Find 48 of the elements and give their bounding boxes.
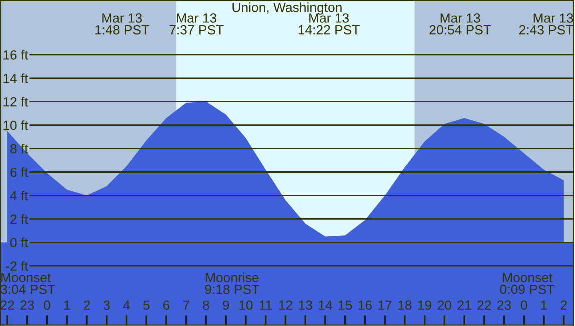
- x-tick-label: 3: [104, 300, 110, 310]
- annotation: Mar 13 7:37 PST: [170, 14, 224, 35]
- x-tick-label: 19: [418, 300, 432, 310]
- x-tick-label: 6: [164, 300, 170, 310]
- x-tick-label: 20: [438, 300, 452, 310]
- annotation: Moonset 3:04 PST: [1, 273, 56, 294]
- x-tick-label: 5: [143, 300, 150, 310]
- x-tick-label: 0: [521, 300, 528, 310]
- x-tick-label: 12: [279, 300, 292, 310]
- x-tick-label: 10: [240, 300, 253, 310]
- y-tick-label: -2 ft: [6, 261, 28, 271]
- y-tick-label: 2 ft: [10, 214, 28, 224]
- y-tick-label: 6 ft: [10, 167, 28, 178]
- x-tick-label: 11: [260, 300, 272, 310]
- y-tick-label: 0 ft: [10, 238, 28, 248]
- x-tick-label: 22: [0, 300, 14, 310]
- annotation: Moonrise 9:18 PST: [205, 272, 260, 294]
- x-tick-label: 2: [84, 300, 90, 310]
- annotation: Mar 13 20:54 PST: [430, 14, 492, 35]
- x-tick-label: 14: [319, 300, 332, 310]
- x-tick-label: 8: [203, 300, 210, 310]
- annotation: Mar 13 2:43 PST: [520, 14, 574, 35]
- y-tick-label: 16 ft: [4, 50, 28, 60]
- x-tick-label: 9: [223, 300, 230, 310]
- x-tick-label: 23: [20, 300, 34, 310]
- chart-title: Union, Washington: [232, 2, 342, 15]
- x-tick-label: 4: [123, 300, 130, 310]
- x-tick-label: 0: [44, 300, 50, 310]
- x-tick-label: 15: [339, 300, 352, 310]
- y-tick-label: 14 ft: [4, 74, 28, 84]
- x-tick-label: 1: [64, 300, 70, 310]
- x-tick-label: 1: [541, 300, 548, 310]
- x-tick-label: 2: [560, 300, 567, 310]
- y-tick-label: 4 ft: [10, 190, 28, 201]
- x-tick-label: 7: [183, 300, 190, 310]
- x-tick-label: 13: [299, 300, 312, 310]
- x-tick-label: 16: [358, 300, 372, 310]
- y-tick-label: 8 ft: [10, 144, 28, 154]
- x-tick-label: 17: [378, 300, 392, 310]
- y-tick-label: 10 ft: [4, 120, 28, 130]
- y-tick-label: 12 ft: [4, 97, 28, 107]
- annotation: Mar 13 1:48 PST: [96, 14, 150, 35]
- x-tick-label: 21: [458, 300, 472, 310]
- annotation: Moonset 0:09 PST: [500, 273, 555, 294]
- x-tick-label: 23: [498, 300, 512, 310]
- x-tick-label: 18: [398, 300, 412, 310]
- x-tick-label: 22: [478, 300, 492, 310]
- annotation: Mar 13 14:22 PST: [298, 14, 360, 35]
